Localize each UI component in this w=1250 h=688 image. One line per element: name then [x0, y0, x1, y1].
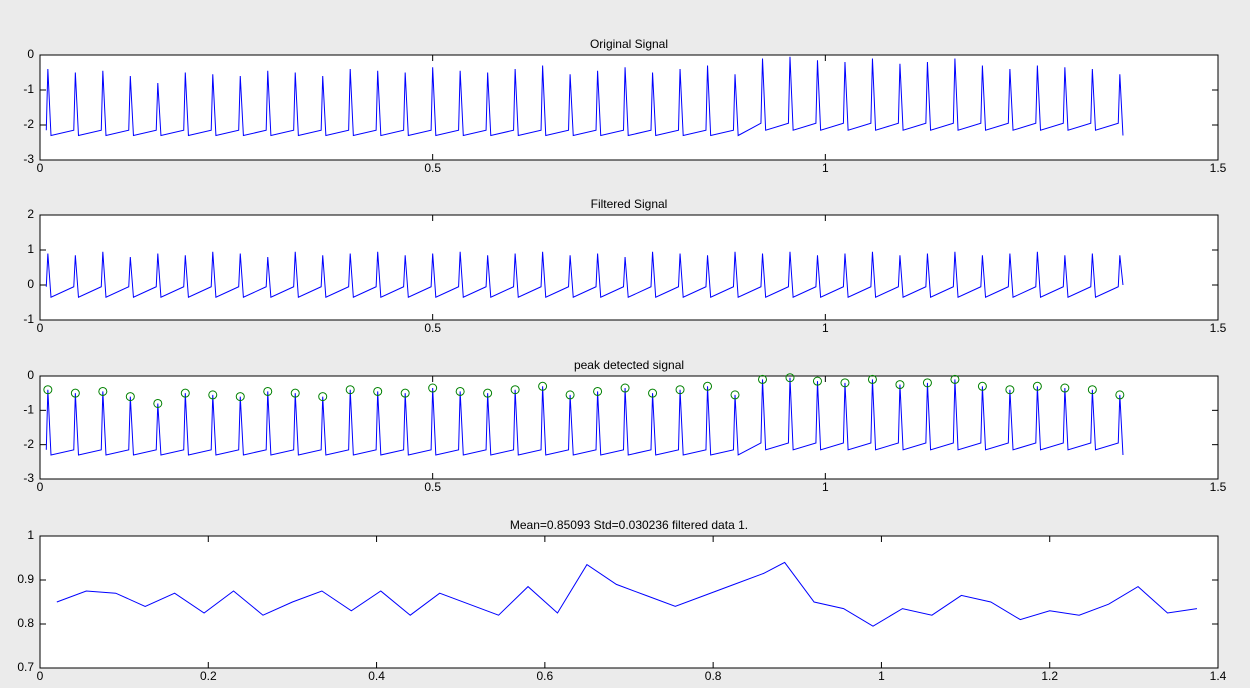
x-tick-label: 0.5 [424, 321, 441, 335]
y-tick-label: 2 [27, 207, 34, 221]
y-tick-label: -2 [23, 437, 34, 451]
peak-marker [620, 383, 630, 393]
peak-marker [1087, 385, 1097, 395]
x-tick-label: 0.6 [537, 669, 554, 683]
y-tick-label: -1 [23, 82, 34, 96]
signal-line [45, 251, 1124, 299]
chart-title: Filtered Signal [591, 197, 668, 211]
axes-box [39, 214, 1219, 321]
peak-marker [675, 385, 685, 395]
peak-marker [538, 381, 548, 391]
peak-marker [208, 390, 218, 400]
peak-marker [235, 392, 245, 402]
signal-line [45, 377, 1124, 456]
peak-marker [428, 383, 438, 393]
x-tick-label: 0.2 [200, 669, 217, 683]
peak-marker [922, 378, 932, 388]
peak-marker [950, 374, 960, 384]
y-tick-label: -2 [23, 117, 34, 131]
peak-marker [455, 386, 465, 396]
x-tick-label: 0.4 [368, 669, 385, 683]
x-tick-label: 1.2 [1041, 669, 1058, 683]
peak-marker [318, 392, 328, 402]
peak-marker [98, 386, 108, 396]
peak-marker [153, 398, 163, 408]
peak-marker [263, 386, 273, 396]
peak-marker [895, 380, 905, 390]
y-tick-label: 1 [27, 528, 34, 542]
peak-marker [565, 390, 575, 400]
peak-marker [977, 381, 987, 391]
x-tick-label: 0 [37, 669, 44, 683]
x-tick-label: 1.5 [1210, 161, 1227, 175]
x-tick-label: 1.4 [1210, 669, 1227, 683]
peak-marker [812, 376, 822, 386]
chart-title: peak detected signal [574, 358, 684, 372]
peak-marker [400, 388, 410, 398]
x-tick-label: 0.5 [424, 161, 441, 175]
chart-title: Original Signal [590, 37, 668, 51]
peak-marker [1032, 381, 1042, 391]
x-tick-label: 0.8 [705, 669, 722, 683]
peak-marker [593, 386, 603, 396]
y-tick-label: -3 [23, 152, 34, 166]
peak-marker [648, 388, 658, 398]
x-tick-label: 1 [878, 669, 885, 683]
peak-marker [483, 388, 493, 398]
x-tick-label: 0 [37, 161, 44, 175]
y-tick-label: 0.9 [17, 572, 34, 586]
x-tick-label: 1.5 [1210, 321, 1227, 335]
x-tick-label: 0 [37, 321, 44, 335]
axes-box [39, 375, 1219, 480]
peak-marker [43, 385, 53, 395]
axes-box [39, 54, 1219, 161]
x-tick-label: 1 [822, 321, 829, 335]
peak-marker [867, 374, 877, 384]
peak-marker [1060, 383, 1070, 393]
y-tick-label: 0 [27, 47, 34, 61]
axes-box [39, 535, 1219, 669]
signal-line [45, 56, 1124, 137]
y-tick-label: 1 [27, 242, 34, 256]
peak-marker [290, 388, 300, 398]
peak-marker [758, 374, 768, 384]
peak-marker [345, 385, 355, 395]
peak-marker [70, 388, 80, 398]
y-tick-label: 0.7 [17, 660, 34, 674]
y-tick-label: 0.8 [17, 616, 34, 630]
x-tick-label: 1 [822, 161, 829, 175]
peak-marker [840, 378, 850, 388]
peak-marker [180, 388, 190, 398]
x-tick-label: 0.5 [424, 480, 441, 494]
peak-marker [1115, 390, 1125, 400]
y-tick-label: 0 [27, 368, 34, 382]
peak-marker [730, 390, 740, 400]
peak-marker [125, 392, 135, 402]
chart-title: Mean=0.85093 Std=0.030236 filtered data … [510, 518, 748, 532]
peak-marker [703, 381, 713, 391]
peak-marker [1005, 385, 1015, 395]
peak-marker [510, 385, 520, 395]
y-tick-label: -3 [23, 471, 34, 485]
y-tick-label: 0 [27, 277, 34, 291]
x-tick-label: 1.5 [1210, 480, 1227, 494]
peak-marker [373, 386, 383, 396]
x-tick-label: 1 [822, 480, 829, 494]
x-tick-label: 0 [37, 480, 44, 494]
y-tick-label: -1 [23, 403, 34, 417]
signal-line [56, 561, 1198, 627]
peak-marker [785, 373, 795, 383]
y-tick-label: -1 [23, 312, 34, 326]
